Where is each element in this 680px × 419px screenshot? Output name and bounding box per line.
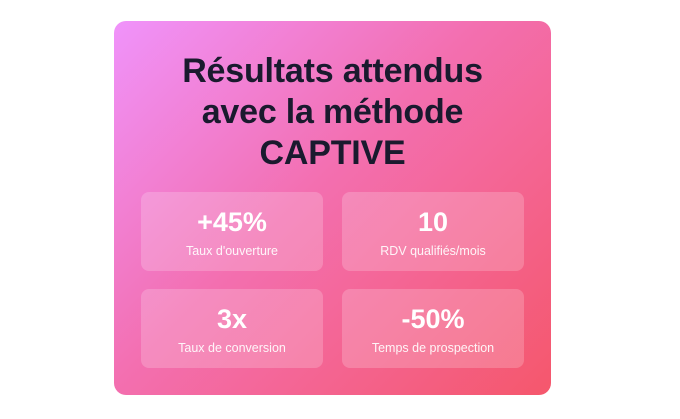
title-line-1: Résultats attendus [182,52,483,90]
card-title: Résultats attendus avec la méthode CAPTI… [114,51,551,174]
title-line-2: avec la méthode [201,93,464,131]
stat-open-rate: +45% Taux d'ouverture [141,192,323,271]
stat-value: -50% [401,304,465,334]
stat-qualified-meetings: 10 RDV qualifiés/mois [342,192,524,271]
results-card: Résultats attendus avec la méthode CAPTI… [114,21,551,395]
stat-label: Temps de prospection [371,341,495,355]
stat-value: 3x [216,304,248,334]
stat-value: +45% [197,207,267,237]
stat-conversion-rate: 3x Taux de conversion [141,289,323,368]
stat-value: 10 [417,207,449,237]
stat-label: RDV qualifiés/mois [380,244,486,258]
stat-label: Taux de conversion [178,341,286,355]
title-line-3: CAPTIVE [259,134,406,172]
stat-label: Taux d'ouverture [185,244,279,258]
stat-prospecting-time: -50% Temps de prospection [342,289,524,368]
